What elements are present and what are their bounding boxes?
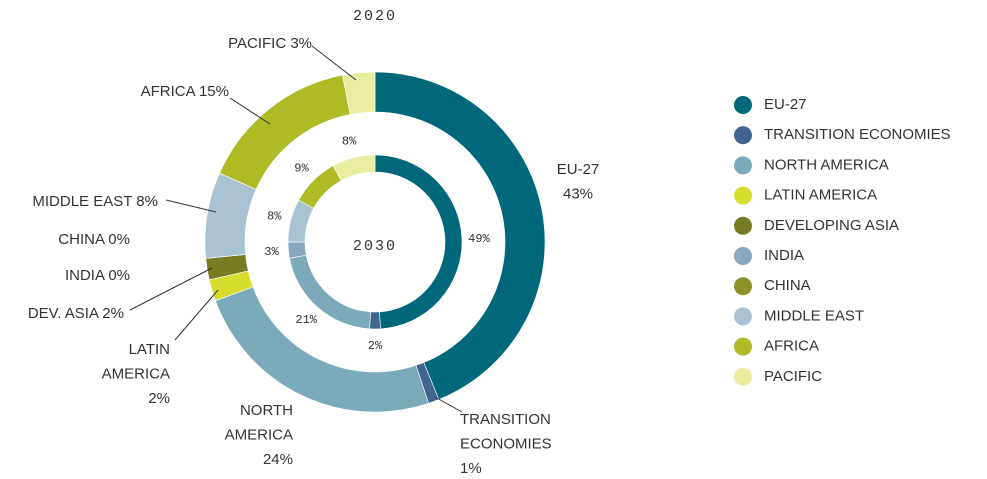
legend-swatch bbox=[734, 96, 752, 114]
legend-label: INDIA bbox=[764, 247, 804, 264]
data-label: LATIN AMERICA 2% bbox=[102, 341, 170, 407]
data-label: 49% bbox=[468, 232, 490, 246]
data-label: NORTH AMERICA 24% bbox=[225, 402, 293, 468]
leader-line bbox=[174, 289, 219, 341]
legend-swatch bbox=[734, 277, 752, 296]
ring-title: 2030 bbox=[353, 238, 397, 255]
data-label: CHINA 0% bbox=[58, 231, 130, 248]
legend-label: AFRICA bbox=[764, 338, 819, 355]
legend-label: EU-27 bbox=[764, 96, 807, 113]
slice bbox=[374, 71, 546, 400]
legend-swatch bbox=[734, 216, 752, 235]
legend-label: TRANSITION ECONOMIES bbox=[764, 126, 951, 143]
data-label: 8% bbox=[342, 134, 357, 148]
legend-label: NORTH AMERICA bbox=[764, 156, 889, 173]
data-label: TRANSITION ECONOMIES 1% bbox=[460, 411, 552, 477]
slice bbox=[287, 241, 307, 259]
ring-title: 2020 bbox=[353, 8, 397, 25]
data-label: 21% bbox=[295, 313, 317, 327]
data-label: AFRICA 15% bbox=[141, 83, 229, 100]
legend-swatch bbox=[734, 156, 752, 175]
legend-swatch bbox=[734, 126, 752, 145]
slice bbox=[342, 71, 376, 115]
legend-swatch bbox=[734, 247, 752, 265]
leader-line bbox=[434, 396, 463, 413]
legend-label: DEVELOPING ASIA bbox=[764, 217, 899, 234]
legend-label: MIDDLE EAST bbox=[764, 307, 864, 324]
legend-swatch bbox=[734, 337, 752, 356]
data-label: MIDDLE EAST 8% bbox=[32, 193, 158, 210]
leader-line bbox=[165, 199, 217, 213]
leader-line bbox=[229, 97, 271, 125]
slice bbox=[369, 311, 381, 330]
data-label: 9% bbox=[294, 162, 309, 176]
data-label: PACIFIC 3% bbox=[228, 35, 312, 52]
legend-label: PACIFIC bbox=[764, 368, 822, 385]
data-label: 8% bbox=[267, 209, 282, 223]
leader-line bbox=[311, 45, 357, 81]
data-label: 3% bbox=[264, 245, 279, 259]
legend-swatch bbox=[734, 186, 752, 205]
legend-swatch bbox=[734, 307, 752, 326]
legend-swatch bbox=[734, 367, 752, 386]
legend-label: LATIN AMERICA bbox=[764, 187, 877, 204]
leader-line bbox=[129, 267, 213, 311]
legend-label: CHINA bbox=[764, 277, 811, 294]
slice bbox=[332, 154, 376, 182]
data-label: 2% bbox=[368, 339, 383, 353]
data-label: EU-27 43% bbox=[557, 161, 600, 203]
data-label: INDIA 0% bbox=[65, 267, 130, 284]
data-label: DEV. ASIA 2% bbox=[28, 305, 124, 322]
